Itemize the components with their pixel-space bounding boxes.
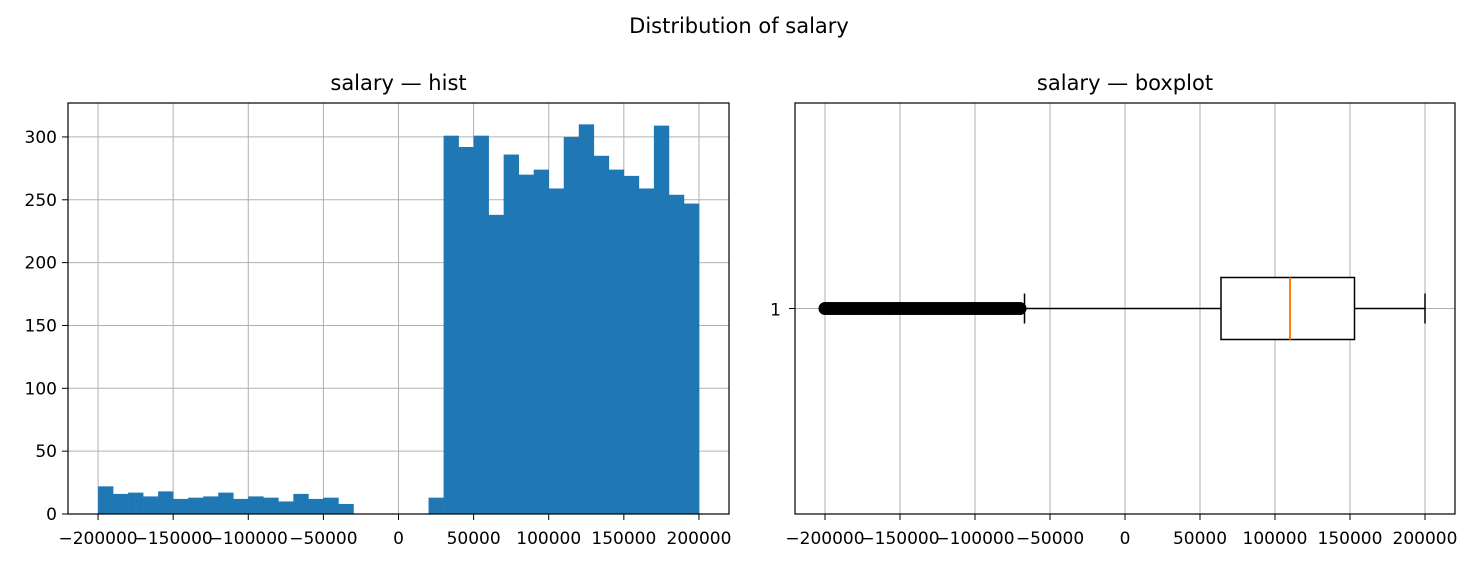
boxplot-x-tick-label: −100000 <box>935 529 1014 549</box>
histogram-panel: −200000−150000−100000 −50000 0 50000 100000 1… <box>25 71 732 549</box>
boxplot-shape <box>1023 276 1426 341</box>
histogram-x-tick-label: −100000 <box>209 529 288 549</box>
histogram-bar <box>293 493 309 514</box>
histogram-bar <box>668 194 685 514</box>
histogram-bar <box>548 188 565 514</box>
histogram-bar <box>233 498 249 514</box>
boxplot-x-tick-label: 200000 <box>1393 529 1458 549</box>
histogram-bar <box>308 498 324 514</box>
histogram-bar <box>158 491 174 514</box>
histogram-bar <box>518 174 535 514</box>
histogram-bar <box>188 497 204 514</box>
histogram-bar <box>128 492 144 514</box>
histogram-bars <box>98 124 700 515</box>
boxplot-x-tick-label: 0 <box>1120 529 1131 549</box>
histogram-y-tick-label: 200 <box>25 254 57 274</box>
boxplot-title: salary — boxplot <box>1037 71 1213 95</box>
histogram-y-tick-label: 250 <box>25 191 57 211</box>
histogram-bar <box>203 496 219 514</box>
histogram-bar <box>608 169 625 514</box>
boxplot-x-tick-label: 100000 <box>1243 529 1308 549</box>
histogram-y-tick-label: 0 <box>46 505 57 525</box>
histogram-bar <box>458 146 474 514</box>
histogram-y-ticks: 0 50 100 150 200 250 300 <box>25 128 68 525</box>
histogram-x-tick-label: 50000 <box>447 529 501 549</box>
histogram-bar <box>263 497 279 514</box>
histogram-bar <box>593 155 610 514</box>
boxplot-y-ticks: 1 <box>770 301 795 321</box>
histogram-x-tick-label: −200000 <box>58 529 137 549</box>
histogram-bar <box>563 136 580 514</box>
histogram-bar <box>623 175 640 514</box>
histogram-bar <box>443 135 459 514</box>
histogram-bar <box>473 135 489 514</box>
boxplot-category-label: 1 <box>770 301 781 321</box>
histogram-title: salary — hist <box>330 71 466 95</box>
histogram-x-tick-label: −50000 <box>289 529 357 549</box>
boxplot-x-tick-label: −200000 <box>785 529 864 549</box>
histogram-y-tick-label: 100 <box>25 379 57 399</box>
boxplot-outliers <box>818 302 1027 315</box>
histogram-bar <box>503 154 519 514</box>
histogram-x-tick-label: 200000 <box>667 529 732 549</box>
histogram-y-tick-label: 300 <box>25 128 57 148</box>
histogram-bar <box>488 214 504 515</box>
histogram-x-tick-label: 100000 <box>516 529 581 549</box>
histogram-bar <box>638 188 655 514</box>
figure-suptitle: Distribution of salary <box>629 14 849 38</box>
histogram-bar <box>533 169 550 514</box>
histogram-bar <box>338 503 354 514</box>
histogram-x-tick-label: 0 <box>393 529 404 549</box>
boxplot-x-tick-label: 50000 <box>1173 529 1227 549</box>
histogram-bar <box>278 501 294 514</box>
histogram-x-tick-label: 150000 <box>591 529 656 549</box>
boxplot-box <box>1220 276 1356 341</box>
boxplot-x-tick-label: −50000 <box>1016 529 1084 549</box>
boxplot-x-tick-label: 150000 <box>1318 529 1383 549</box>
histogram-bar <box>248 496 264 514</box>
boxplot-x-tick-label: −150000 <box>860 529 939 549</box>
histogram-bar <box>173 498 189 514</box>
histogram-y-tick-label: 150 <box>25 316 57 336</box>
histogram-bar <box>98 486 114 514</box>
boxplot-panel: −200000−150000−100000 −50000 0 50000 100000 1… <box>770 71 1457 549</box>
boxplot-x-ticks: −200000−150000−100000 −50000 0 50000 100000 1… <box>785 514 1457 549</box>
histogram-bar <box>683 203 700 514</box>
histogram-x-tick-label: −150000 <box>134 529 213 549</box>
histogram-bar <box>113 493 129 514</box>
histogram-bar <box>578 124 595 514</box>
histogram-bar <box>428 497 444 514</box>
histogram-bar <box>218 492 234 514</box>
histogram-bar <box>143 496 159 514</box>
histogram-y-tick-label: 50 <box>35 442 57 462</box>
histogram-x-ticks: −200000−150000−100000 −50000 0 50000 100000 1… <box>58 514 731 549</box>
histogram-bar <box>653 125 670 515</box>
histogram-bar <box>323 497 339 514</box>
